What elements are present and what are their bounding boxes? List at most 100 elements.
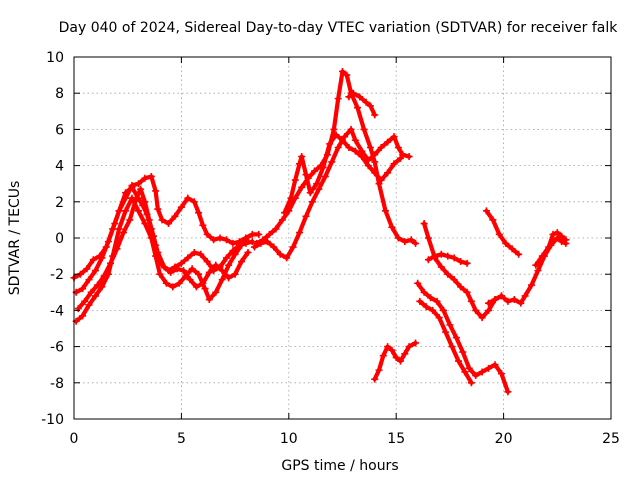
data-point-plus-marker: [467, 379, 475, 387]
data-point-plus-marker: [482, 207, 490, 215]
x-tick-label: 15: [387, 431, 405, 447]
series-track-8: [345, 89, 379, 119]
data-point-plus-marker: [203, 230, 211, 238]
data-point-plus-marker: [270, 243, 278, 251]
data-point-plus-marker: [175, 279, 183, 287]
data-point-plus-marker: [328, 158, 336, 166]
data-point-plus-marker: [229, 239, 237, 247]
data-point-plus-marker: [459, 348, 467, 356]
data-point-plus-marker: [98, 283, 106, 291]
data-point-plus-marker: [424, 256, 432, 264]
data-point-plus-marker: [381, 207, 389, 215]
data-point-plus-marker: [549, 230, 557, 238]
data-point-plus-marker: [339, 67, 346, 75]
data-point-plus-marker: [465, 364, 473, 372]
data-point-plus-marker: [457, 258, 465, 266]
data-point-plus-marker: [315, 185, 323, 193]
data-point-plus-marker: [452, 334, 460, 342]
data-point-plus-marker: [149, 232, 157, 240]
data-point-plus-marker: [450, 276, 458, 284]
data-point-plus-marker: [388, 346, 396, 354]
series-line: [372, 340, 418, 382]
data-point-plus-marker: [98, 254, 106, 262]
data-point-plus-marker: [111, 220, 119, 228]
data-point-plus-marker: [371, 158, 379, 166]
y-tick-label: -2: [50, 267, 64, 283]
data-point-plus-marker: [173, 265, 181, 273]
data-point-plus-marker: [308, 198, 316, 206]
series-line: [486, 235, 568, 306]
data-point-plus-marker: [160, 263, 168, 271]
data-point-plus-marker: [472, 306, 480, 314]
series-track-6: [250, 125, 413, 262]
data-point-plus-marker: [412, 239, 420, 247]
data-point-plus-marker: [186, 276, 194, 284]
data-point-plus-marker: [201, 285, 209, 293]
data-point-plus-marker: [87, 288, 95, 296]
data-point-plus-marker: [330, 125, 338, 133]
data-point-plus-marker: [156, 270, 164, 278]
data-point-plus-marker: [384, 138, 392, 146]
x-tick-label: 0: [70, 431, 79, 447]
data-point-plus-marker: [416, 297, 424, 305]
data-series: [70, 67, 570, 396]
data-point-plus-marker: [454, 357, 462, 365]
data-point-plus-marker: [115, 207, 123, 215]
data-point-plus-marker: [558, 232, 566, 240]
data-point-plus-marker: [371, 111, 379, 119]
data-point-plus-marker: [321, 172, 329, 180]
data-point-plus-marker: [407, 236, 415, 244]
data-point-plus-marker: [231, 250, 239, 258]
data-point-plus-marker: [508, 245, 516, 253]
data-point-plus-marker: [199, 279, 207, 287]
series-track-16: [532, 229, 570, 269]
series-track-12: [416, 297, 475, 387]
data-point-plus-marker: [358, 153, 366, 161]
data-point-plus-marker: [364, 162, 372, 170]
data-point-plus-marker: [339, 136, 346, 144]
series-track-7: [281, 131, 404, 217]
data-point-plus-marker: [302, 212, 310, 220]
data-point-plus-marker: [113, 245, 121, 253]
data-point-plus-marker: [343, 71, 351, 79]
data-point-plus-marker: [91, 292, 99, 300]
data-point-plus-marker: [171, 212, 179, 220]
y-tick-label: -8: [50, 376, 64, 392]
data-point-plus-marker: [134, 207, 142, 215]
data-point-plus-marker: [390, 160, 398, 168]
data-point-plus-marker: [242, 236, 250, 244]
data-point-plus-marker: [345, 93, 353, 101]
data-point-plus-marker: [444, 270, 452, 278]
data-point-plus-marker: [210, 236, 218, 244]
data-point-plus-marker: [313, 180, 321, 188]
data-point-plus-marker: [115, 225, 123, 233]
data-point-plus-marker: [532, 261, 540, 269]
data-point-plus-marker: [296, 160, 304, 168]
data-point-plus-marker: [450, 254, 458, 262]
data-point-plus-marker: [91, 267, 99, 275]
data-point-plus-marker: [495, 230, 503, 238]
data-point-plus-marker: [366, 144, 374, 151]
data-point-plus-marker: [128, 183, 136, 191]
y-tick-label: 10: [46, 50, 64, 66]
data-point-plus-marker: [439, 306, 447, 314]
y-tick-label: 6: [55, 122, 64, 138]
x-tick-label: 10: [280, 431, 298, 447]
data-point-plus-marker: [502, 239, 510, 247]
data-point-plus-marker: [119, 229, 127, 237]
data-point-plus-marker: [326, 140, 334, 148]
series-track-15: [485, 234, 570, 307]
data-point-plus-marker: [401, 350, 409, 358]
data-point-plus-marker: [248, 238, 256, 246]
data-point-plus-marker: [278, 216, 286, 224]
data-point-plus-marker: [104, 238, 112, 246]
y-tick-label: 0: [55, 231, 64, 247]
data-point-plus-marker: [195, 209, 203, 217]
data-point-plus-marker: [467, 297, 475, 305]
data-point-plus-marker: [107, 259, 115, 267]
data-point-plus-marker: [79, 312, 87, 320]
data-point-plus-marker: [334, 144, 342, 151]
data-point-plus-marker: [158, 216, 166, 224]
data-point-plus-marker: [562, 236, 570, 244]
